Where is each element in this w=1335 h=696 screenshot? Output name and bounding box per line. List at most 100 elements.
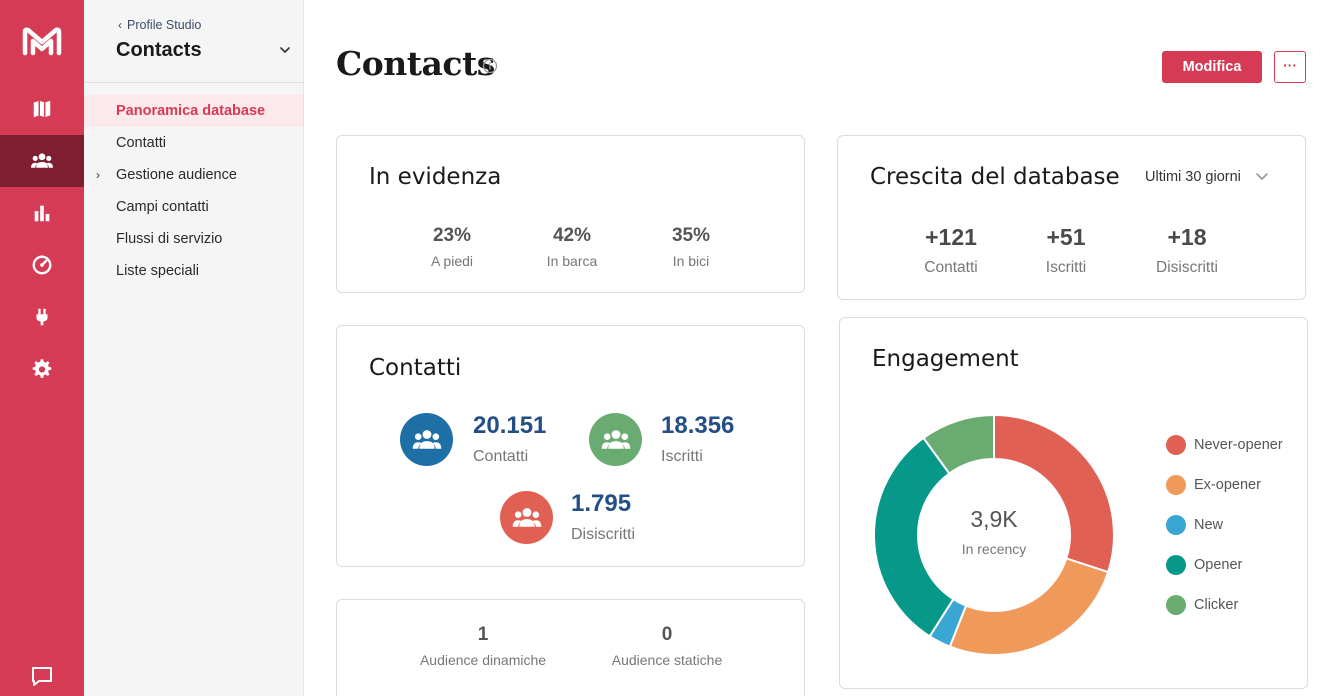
sidebar-item-contatti[interactable]: Contatti [84,127,303,159]
gear-icon [32,359,52,378]
contacts-avatar [400,413,453,466]
info-icon[interactable] [482,58,498,74]
stat-value: 0 [661,624,673,645]
chevron-down-icon[interactable] [277,42,293,58]
legend-label: Never-opener [1194,437,1283,453]
sidebar-item-label: Flussi di servizio [116,231,223,247]
legend-swatch [1166,515,1186,535]
stat-value: 35% [671,225,711,246]
stat-label: In bici [672,253,710,269]
subscribers-avatar [589,413,642,466]
contacts-card: Contatti 20.151 Contatti 18.356 Iscritti [336,325,805,567]
sidebar-item-campi-contatti[interactable]: Campi contatti [84,191,303,223]
stat-value: 42% [552,225,592,246]
highlight-stat: 42% In barca [512,225,632,269]
donut-slice-opener[interactable] [874,436,955,638]
chevron-right-icon[interactable]: › [96,168,100,182]
legend-label: Ex-opener [1194,477,1261,493]
highlight-stat: 35% In bici [631,225,751,269]
card-title: Contatti [369,355,462,381]
users-icon [512,507,541,527]
rail-item-contacts[interactable] [0,135,84,187]
period-dropdown[interactable]: Ultimi 30 giorni [1145,169,1269,185]
sidebar-nav: Panoramica database Contatti › Gestione … [84,83,303,287]
legend-item-never-opener[interactable]: Never-opener [1166,435,1283,455]
legend-swatch [1166,595,1186,615]
rail-item-reports[interactable] [0,187,84,239]
highlight-stat: 23% A piedi [392,225,512,269]
stat-value: +18 [1167,224,1207,250]
back-link-profile-studio[interactable]: ‹ Profile Studio [118,18,201,32]
gauge-icon [32,255,52,275]
legend-label: Clicker [1194,597,1239,613]
legend-item-new[interactable]: New [1166,515,1223,535]
card-title: Crescita del database [870,164,1120,190]
engagement-donut-chart [874,415,1114,655]
rail-item-performance[interactable] [0,239,84,291]
stat-label: In barca [546,253,598,269]
donut-slice-ex-opener[interactable] [948,557,1110,655]
legend-swatch [1166,475,1186,495]
subscribers-label: Iscritti [661,448,703,465]
chat-icon[interactable] [30,664,54,688]
users-icon [31,153,53,168]
users-icon [412,429,441,449]
secondary-sidebar: ‹ Profile Studio Contacts Panoramica data… [84,0,304,696]
sidebar-item-gestione-audience[interactable]: › Gestione audience [84,159,303,191]
legend-item-clicker[interactable]: Clicker [1166,595,1238,615]
card-title: In evidenza [369,164,502,190]
subscribers-value: 18.356 [661,412,735,439]
main-content: Contacts Modifica ··· In evidenza 23% A … [304,0,1335,696]
rail-item-map[interactable] [0,83,84,135]
sidebar-item-flussi-di-servizio[interactable]: Flussi di servizio [84,223,303,255]
sidebar-item-label: Contatti [116,135,166,151]
mailup-logo[interactable] [22,26,62,56]
stat-value: +121 [925,224,977,250]
growth-stat: +18 Disiscritti [1127,224,1247,277]
rail-item-integrations[interactable] [0,291,84,343]
growth-stat: +51 Iscritti [1006,224,1126,277]
users-icon [601,429,630,449]
donut-center: 3,9K In recency [934,506,1054,557]
app-rail [0,0,84,696]
highlights-card: In evidenza 23% A piedi 42% In barca 35%… [336,135,805,293]
audiences-card: 1 Audience dinamiche 0 Audience statiche [336,599,805,696]
legend-item-ex-opener[interactable]: Ex-opener [1166,475,1261,495]
legend-swatch [1166,555,1186,575]
map-icon [33,100,51,118]
stat-label: A piedi [430,253,474,269]
donut-slice-never-opener[interactable] [993,415,1114,574]
page-title: Contacts [336,44,495,83]
rail-item-settings[interactable] [0,343,84,395]
chevron-down-icon [1256,173,1268,181]
more-options-button[interactable]: ··· [1274,51,1306,83]
unsubscribers-label: Disiscritti [571,526,635,543]
donut-center-value: 3,9K [970,506,1018,532]
sidebar-item-panoramica-database[interactable]: Panoramica database [84,95,303,127]
sidebar-title: Contacts [116,39,202,61]
stat-value: 23% [432,225,472,246]
sidebar-item-liste-speciali[interactable]: Liste speciali [84,255,303,287]
stat-value: 1 [477,624,489,645]
edit-button[interactable]: Modifica [1162,51,1262,83]
stat-label: Disiscritti [1156,259,1218,276]
sidebar-item-label: Campi contatti [116,199,209,215]
bar-chart-icon [34,205,50,222]
legend-label: Opener [1194,557,1243,573]
legend-swatch [1166,435,1186,455]
sidebar-item-label: Gestione audience [116,167,237,183]
engagement-card: Engagement 3,9K In recency Never-opener … [839,317,1308,689]
growth-stat: +121 Contatti [891,224,1011,277]
stat-value: +51 [1046,224,1086,250]
contacts-total-value: 20.151 [473,412,547,439]
donut-slice-clicker[interactable] [922,415,995,475]
stat-label: Iscritti [1045,259,1087,276]
sidebar-header: ‹ Profile Studio Contacts [84,0,303,83]
legend-item-opener[interactable]: Opener [1166,555,1242,575]
period-value: Ultimi 30 giorni [1145,169,1241,185]
plug-icon [36,308,48,326]
sidebar-item-label: Panoramica database [116,103,266,119]
stat-label: Audience dinamiche [419,652,547,668]
sidebar-item-label: Liste speciali [116,263,200,279]
stat-label: Audience statiche [611,652,723,668]
